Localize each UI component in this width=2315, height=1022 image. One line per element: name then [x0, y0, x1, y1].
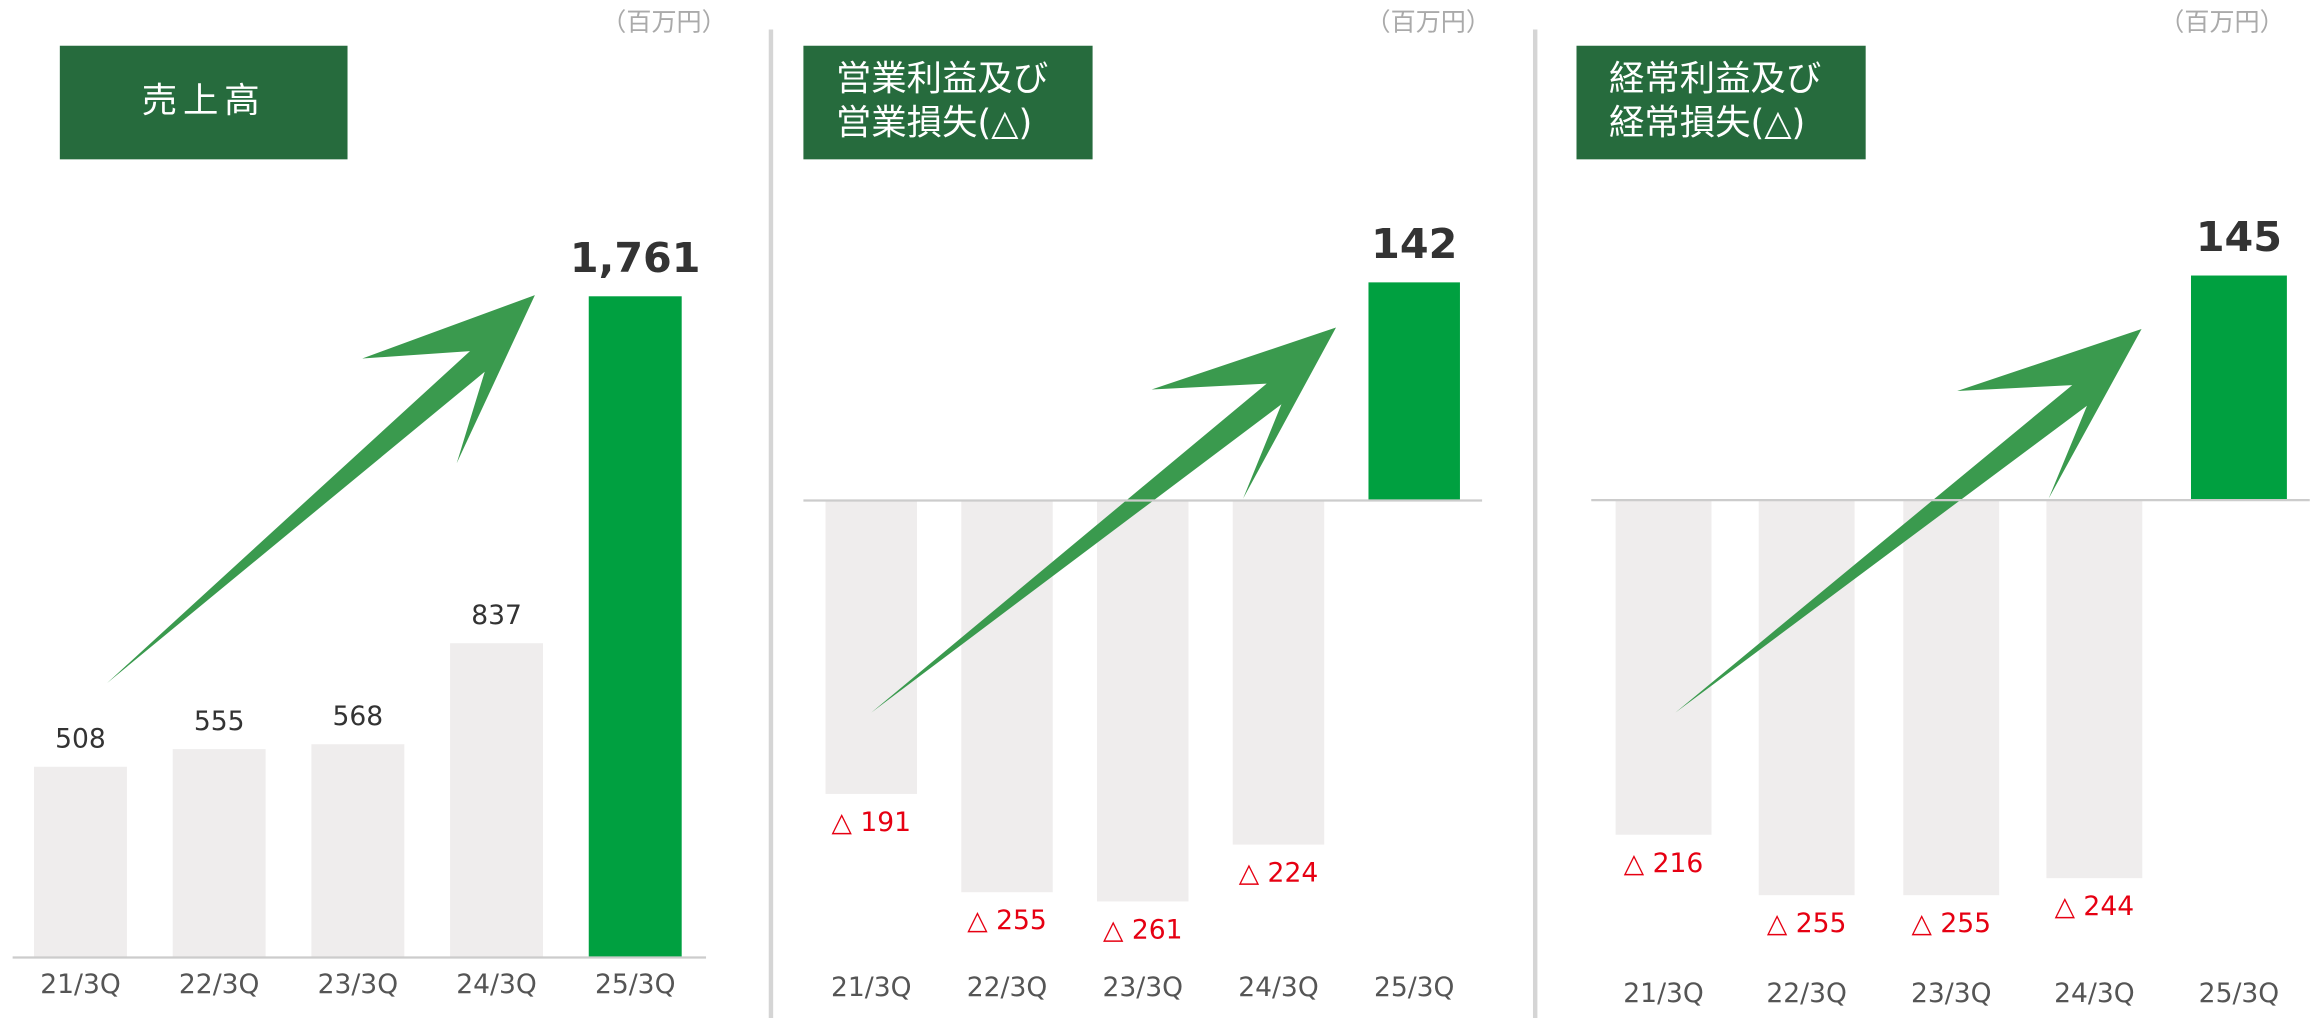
data-label: 145 — [2196, 213, 2282, 261]
x-tick-label: 22/3Q — [179, 969, 260, 1000]
x-tick-label: 21/3Q — [1623, 978, 1704, 1009]
arrow — [871, 327, 1337, 713]
arrow — [107, 295, 535, 684]
bar — [34, 766, 127, 958]
unit-label: （百万円） — [601, 8, 726, 37]
arrow — [1675, 329, 2142, 713]
chart-title: 売上高 — [142, 81, 266, 122]
x-tick-label: 23/3Q — [318, 969, 399, 1000]
chart-title: 経常損失(△) — [1609, 103, 1805, 144]
x-tick-label: 23/3Q — [1911, 978, 1992, 1009]
data-label: △ 244 — [2055, 891, 2135, 922]
bar — [450, 643, 544, 958]
x-tick-label: 24/3Q — [1238, 972, 1319, 1003]
x-tick-label: 24/3Q — [456, 969, 537, 1000]
title-box — [1576, 45, 1866, 160]
unit-label: （百万円） — [2159, 8, 2284, 37]
title-box — [803, 45, 1093, 160]
data-label: △ 216 — [1624, 848, 1704, 879]
data-label: 1,761 — [570, 234, 701, 282]
bar — [2190, 275, 2287, 501]
data-label: 508 — [55, 724, 106, 755]
x-tick-label: 21/3Q — [40, 969, 121, 1000]
bar — [1368, 282, 1460, 501]
x-tick-label: 22/3Q — [967, 972, 1048, 1003]
data-label: △ 224 — [1239, 858, 1319, 889]
data-label: △ 255 — [1911, 908, 1991, 939]
bar — [588, 296, 682, 958]
bar — [1758, 500, 1855, 896]
bar — [172, 749, 266, 958]
chart-title: 経常利益及び — [1609, 58, 1821, 99]
bar — [825, 500, 918, 794]
x-tick-label: 25/3Q — [1374, 972, 1455, 1003]
title-box — [59, 45, 348, 160]
x-tick-label: 24/3Q — [2054, 978, 2135, 1009]
x-tick-label: 21/3Q — [831, 972, 912, 1003]
data-label: 142 — [1371, 220, 1457, 268]
bar — [961, 500, 1053, 893]
chart-title: 営業利益及び — [836, 58, 1048, 99]
bar — [2046, 500, 2143, 879]
chart-title: 営業損失(△) — [836, 103, 1032, 144]
data-label: 555 — [194, 706, 245, 737]
bar — [1097, 500, 1189, 902]
unit-label: （百万円） — [1366, 8, 1491, 37]
bar — [1232, 500, 1325, 845]
data-label: △ 191 — [832, 807, 912, 838]
data-label: △ 261 — [1103, 914, 1183, 945]
bars — [34, 275, 2287, 958]
data-label: 837 — [471, 600, 522, 631]
x-tick-label: 22/3Q — [1766, 978, 1847, 1009]
x-tick-label: 25/3Q — [595, 969, 676, 1000]
data-label: △ 255 — [1767, 908, 1847, 939]
data-label: △ 255 — [967, 905, 1047, 936]
x-tick-label: 23/3Q — [1102, 972, 1183, 1003]
bar — [311, 744, 405, 958]
bar — [1903, 500, 2000, 896]
bar — [1615, 500, 1712, 835]
data-label: 568 — [333, 701, 384, 732]
x-tick-label: 25/3Q — [2199, 978, 2280, 1009]
